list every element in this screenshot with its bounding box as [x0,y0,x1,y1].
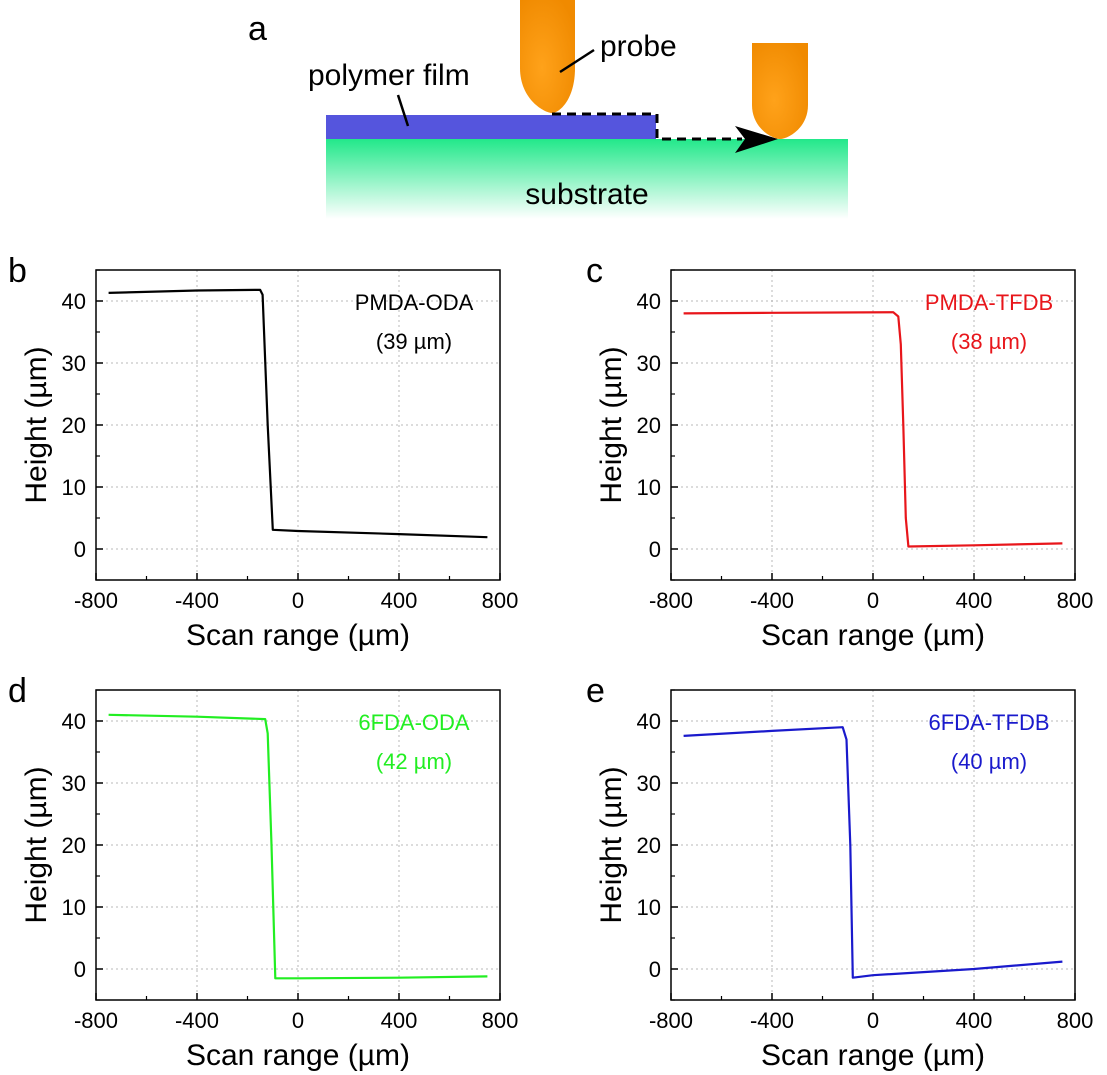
probe-label: probe [600,30,677,63]
probe-left-shape [520,0,575,113]
polymer-film-label: polymer film [308,59,470,92]
y-tick-label: 0 [74,537,86,562]
probe-path-dashed [552,112,742,141]
y-tick-label: 20 [637,833,661,858]
schematic: a substrate polymer film probe [248,0,848,219]
x-tick-label: 0 [867,588,879,613]
panel-letter: b [8,252,27,290]
x-tick-label: 800 [1057,588,1094,613]
x-tick-label: 0 [867,1008,879,1033]
data-series-line [683,726,1063,979]
y-tick-label: 10 [637,475,661,500]
x-tick-label: -800 [74,1008,118,1033]
chart-panel-b: -800 -400 0 400 800 0 10 20 30 40 Scan range (µm) H… [8,252,518,652]
y-tick-label: 40 [637,289,661,314]
data-series-line [108,288,488,539]
sample-name-label: PMDA-TFDB [925,290,1053,315]
sample-name-label: 6FDA-ODA [358,710,470,735]
y-tick-label: 30 [62,351,86,376]
x-tick-label: 0 [292,588,304,613]
x-tick-label: -400 [175,1008,219,1033]
x-axis-label: Scan range (µm) [761,1039,985,1072]
x-tick-label: -400 [750,588,794,613]
x-tick-label: 0 [292,1008,304,1033]
chart-panel-c: -800 -400 0 400 800 0 10 20 30 40 Scan range (µm) H… [586,252,1093,652]
y-axis-label: Height (µm) [20,346,53,503]
probe-right-shape [752,43,808,139]
y-tick-label: 20 [62,833,86,858]
x-tick-label: -800 [74,588,118,613]
x-tick-label: 400 [956,588,993,613]
y-axis-label: Height (µm) [20,766,53,923]
x-tick-label: 800 [482,1008,519,1033]
substrate-label: substrate [525,178,648,211]
thickness-label: (38 µm) [951,329,1027,354]
y-axis-label: Height (µm) [595,766,628,923]
x-tick-label: 400 [381,1008,418,1033]
y-tick-label: 10 [62,475,86,500]
y-tick-label: 10 [637,895,661,920]
panel-letter-a: a [248,10,267,48]
x-tick-label: 400 [956,1008,993,1033]
data-series-line [683,311,1063,548]
probe-path-arrowhead [735,126,778,153]
y-tick-label: 30 [62,771,86,796]
y-axis-label: Height (µm) [595,346,628,503]
y-tick-label: 0 [74,957,86,982]
x-axis-label: Scan range (µm) [761,619,985,652]
y-tick-label: 30 [637,771,661,796]
y-tick-label: 30 [637,351,661,376]
x-tick-label: 800 [482,588,519,613]
panel-letter: e [586,672,605,710]
x-tick-label: -800 [649,588,693,613]
polymer-film-leader-line [396,94,410,127]
x-axis-label: Scan range (µm) [186,619,410,652]
substrate-block [326,139,848,219]
y-tick-label: 40 [62,289,86,314]
polymer-film-layer [326,115,656,139]
sample-name-label: 6FDA-TFDB [929,710,1050,735]
x-tick-label: -800 [649,1008,693,1033]
y-tick-label: 20 [62,413,86,438]
y-tick-label: 0 [649,537,661,562]
panel-letter: c [586,252,603,290]
chart-panel-d: -800 -400 0 400 800 0 10 20 30 40 Scan range (µm) H… [8,672,518,1072]
chart-panel-e: -800 -400 0 400 800 0 10 20 30 40 Scan range (µm) H… [586,672,1093,1072]
y-tick-label: 20 [637,413,661,438]
data-series-line [108,713,488,980]
x-tick-label: -400 [175,588,219,613]
y-tick-label: 40 [637,709,661,734]
thickness-label: (39 µm) [376,329,452,354]
probe-leader-line [559,48,595,74]
sample-name-label: PMDA-ODA [355,290,474,315]
panel-letter: d [8,672,27,710]
x-tick-label: 800 [1057,1008,1094,1033]
thickness-label: (42 µm) [376,749,452,774]
x-tick-label: -400 [750,1008,794,1033]
x-axis-label: Scan range (µm) [186,1039,410,1072]
y-tick-label: 10 [62,895,86,920]
x-tick-label: 400 [381,588,418,613]
y-tick-label: 40 [62,709,86,734]
y-tick-label: 0 [649,957,661,982]
thickness-label: (40 µm) [951,749,1027,774]
